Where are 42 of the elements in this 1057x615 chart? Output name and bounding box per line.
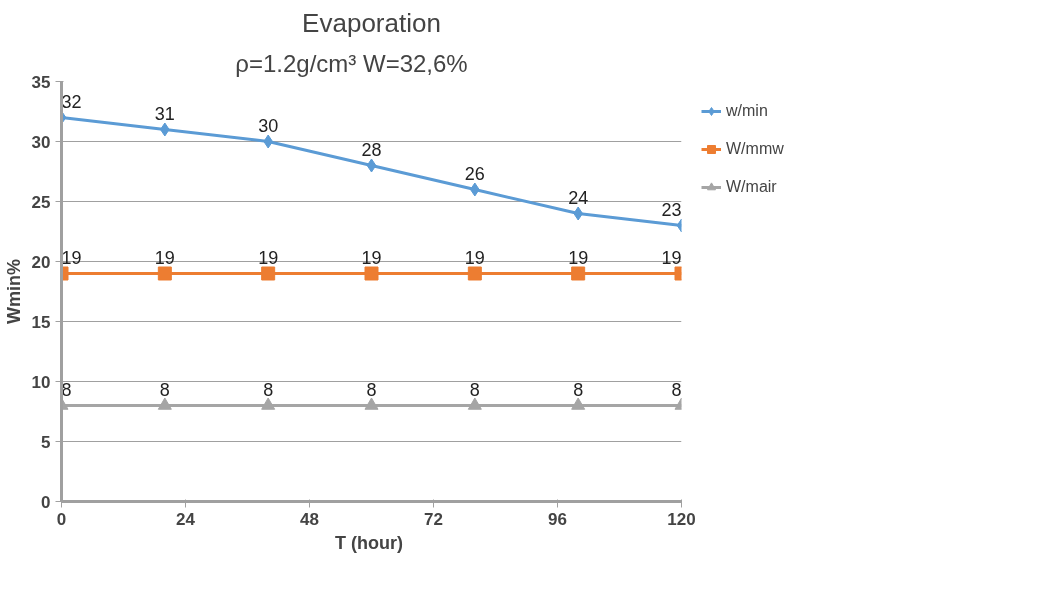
y-tick-label: 10 (31, 372, 51, 392)
data-label: 24 (568, 187, 589, 208)
data-label: 28 (361, 139, 382, 160)
y-axis-title: Wmin% (3, 259, 24, 324)
legend-label: W/mmw (726, 140, 784, 158)
data-label: 19 (154, 247, 175, 268)
data-label: 19 (258, 247, 279, 268)
data-label: 30 (258, 115, 279, 136)
x-tick-label: 72 (424, 509, 443, 529)
legend-label: w/min (726, 102, 768, 120)
y-tick-label: 15 (31, 312, 51, 332)
data-label: 32 (61, 91, 82, 112)
y-tick-label: 5 (41, 432, 51, 452)
data-label: 8 (469, 379, 480, 400)
data-label: 19 (61, 247, 82, 268)
data-label: 8 (263, 379, 274, 400)
x-tick-label: 48 (300, 509, 319, 529)
data-label: 8 (573, 379, 584, 400)
data-label: 8 (366, 379, 377, 400)
chart-title: Evaporation (302, 7, 441, 38)
data-label: 23 (661, 199, 682, 220)
x-axis-title: T (hour) (335, 532, 403, 553)
data-label: 8 (671, 379, 682, 400)
y-tick-label: 35 (31, 72, 51, 92)
data-label: 31 (154, 103, 175, 124)
data-label: 8 (61, 379, 72, 400)
data-label: 19 (464, 247, 485, 268)
data-label: 19 (361, 247, 382, 268)
y-tick-label: 25 (31, 192, 51, 212)
y-tick-label: 20 (31, 252, 51, 272)
x-tick-label: 120 (667, 509, 696, 529)
x-tick-label: 96 (548, 509, 567, 529)
y-tick-label: 0 (41, 492, 51, 512)
data-label: 8 (159, 379, 170, 400)
x-tick-label: 24 (176, 509, 196, 529)
data-label: 19 (661, 247, 682, 268)
legend-label: W/mair (726, 178, 777, 196)
data-label: 26 (464, 163, 485, 184)
x-tick-label: 0 (56, 509, 67, 529)
y-tick-label: 30 (31, 132, 51, 152)
data-label: 19 (568, 247, 589, 268)
chart-subtitle: ρ=1.2g/cm³ W=32,6% (235, 49, 468, 77)
